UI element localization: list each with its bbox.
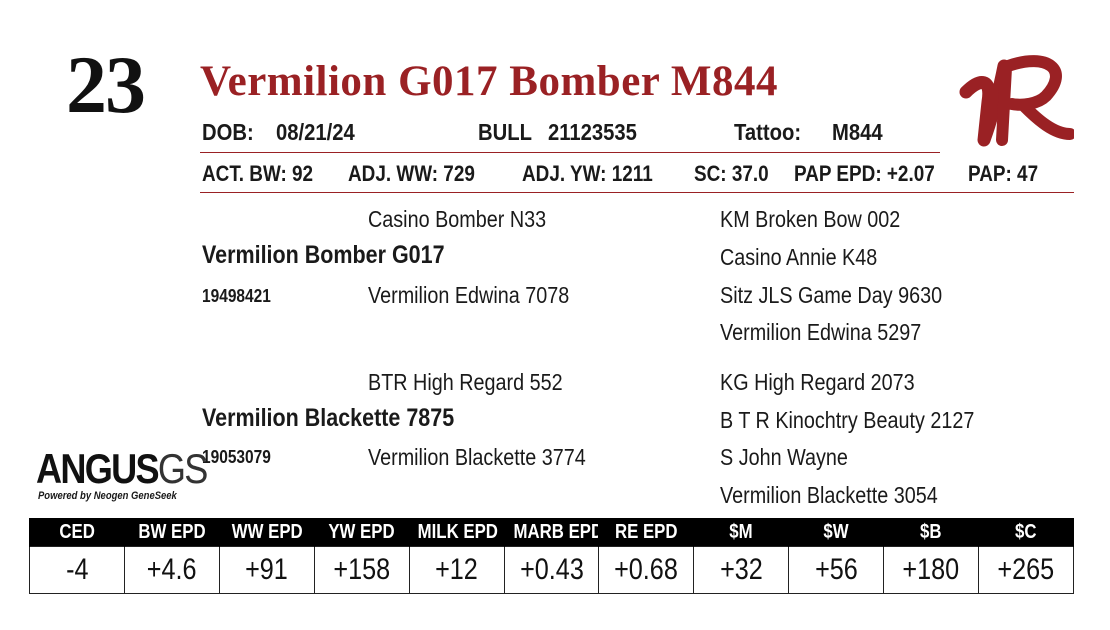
epd-value-marb: +0.43 [503,546,600,594]
tattoo-label: Tattoo: [734,119,802,145]
vr-r-stroke [996,55,1074,146]
angus-gs-logo: ANGUSGS Powered by Neogen GeneSeek [36,446,208,508]
pap-value: PAP: 47 [968,161,1039,186]
epd-header-b: $B [883,518,980,547]
sex-label: BULL [478,119,532,145]
dam-dam-sire: S John Wayne [720,444,848,470]
sire-sire-dam: Casino Annie K48 [720,244,878,270]
epd-value-yw: +158 [313,546,410,594]
epd-header-c: $C [978,518,1074,547]
angus-wordmark: ANGUSGS [36,445,208,492]
epd-value-milk: +12 [408,546,505,594]
epd-header-milk: MILK EPD [408,518,505,547]
epd-header-ced: CED [29,518,125,547]
epd-value-re: +0.68 [598,546,695,594]
act-bw: ACT. BW: 92 [202,161,314,186]
dob-value: 08/21/24 [276,119,355,145]
epd-header-re: RE EPD [598,518,695,547]
sire-sire-sire: KM Broken Bow 002 [720,206,901,232]
animal-name: Vermilion G017 Bomber M844 [200,58,778,105]
epd-value-w: +56 [788,546,885,594]
dam-registration: 19053079 [202,447,271,467]
dam-dam-dam: Vermilion Blackette 3054 [720,482,938,508]
epd-value-ced: -4 [29,546,125,594]
dam-sire: BTR High Regard 552 [368,369,563,395]
epd-value-m: +32 [693,546,790,594]
epd-value-ww: +91 [218,546,315,594]
dam-dam: Vermilion Blackette 3774 [368,444,586,470]
epd-header-row: CED BW EPD WW EPD YW EPD MILK EPD MARB E… [29,518,1074,547]
divider-top [200,152,940,153]
epd-value-row: -4 +4.6 +91 +158 +12 +0.43 +0.68 +32 +56… [29,546,1074,594]
epd-value-bw: +4.6 [123,546,220,594]
sire-dam-dam: Vermilion Edwina 5297 [720,319,922,345]
adj-ww: ADJ. WW: 729 [348,161,475,186]
sire-dam-sire: Sitz JLS Game Day 9630 [720,282,943,308]
epd-header-yw: YW EPD [313,518,410,547]
epd-value-c: +265 [978,546,1074,594]
vr-brand-logo [959,55,1074,147]
scrotal-circumference: SC: 37.0 [694,161,769,186]
dam-sire-sire: KG High Regard 2073 [720,369,915,395]
sire-registration: 19498421 [202,286,271,306]
dam-sire-dam: B T R Kinochtry Beauty 2127 [720,407,975,433]
tattoo-value: M844 [832,119,883,145]
angus-word-main: ANGUS [36,445,160,492]
sire-sire: Casino Bomber N33 [368,206,547,232]
adj-yw: ADJ. YW: 1211 [522,161,653,186]
angus-tagline: Powered by Neogen GeneSeek [38,490,177,502]
divider-bottom [200,192,1074,193]
dob-label: DOB: [202,119,254,145]
epd-table: CED BW EPD WW EPD YW EPD MILK EPD MARB E… [29,518,1074,594]
sire-name: Vermilion Bomber G017 [202,241,445,269]
pap-epd: PAP EPD: +2.07 [794,161,935,186]
epd-header-w: $W [788,518,885,547]
epd-header-m: $M [693,518,790,547]
dam-name: Vermilion Blackette 7875 [202,404,455,432]
epd-header-marb: MARB EPD [503,518,600,547]
epd-header-bw: BW EPD [123,518,220,547]
epd-value-b: +180 [883,546,980,594]
angus-word-suffix: GS [157,445,208,492]
registration-number: 21123535 [548,119,637,145]
lot-number: 23 [66,39,146,130]
epd-header-ww: WW EPD [218,518,315,547]
vr-v-stroke [959,59,1011,147]
sire-dam: Vermilion Edwina 7078 [368,282,570,308]
